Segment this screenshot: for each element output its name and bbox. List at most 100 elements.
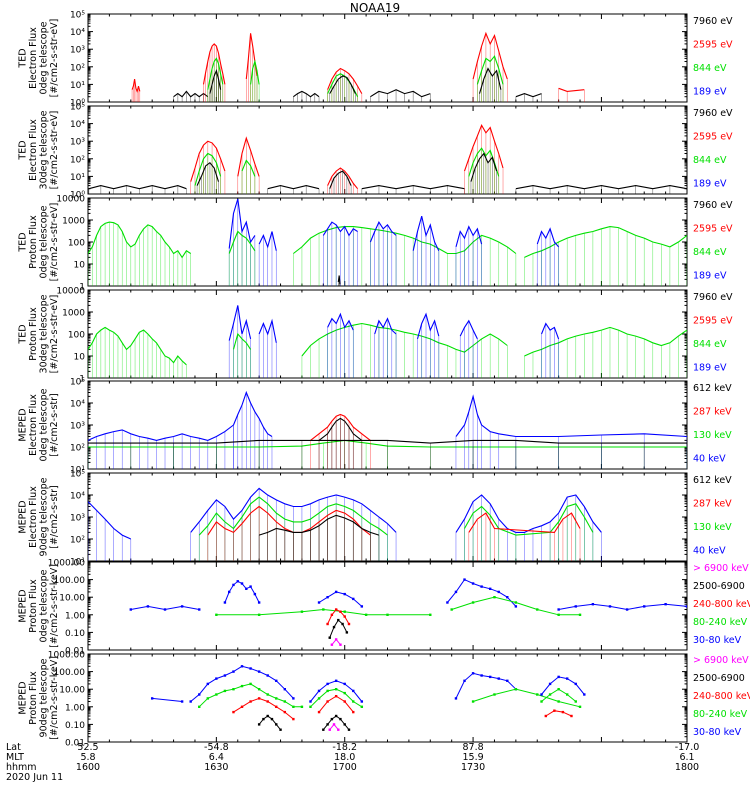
y-axis-label-line: Proton Flux xyxy=(28,671,39,725)
series-line xyxy=(464,503,594,536)
series-line xyxy=(322,221,358,237)
legend-entry: 844 eV xyxy=(693,339,727,350)
series-line xyxy=(131,79,141,94)
y-axis-label: TEDProton Flux0deg telescope[#/cm2-s-str… xyxy=(17,203,60,282)
series-line xyxy=(468,512,581,533)
series-line xyxy=(541,676,585,695)
data-point xyxy=(232,710,235,714)
legend-entry: 240-800 keV xyxy=(693,691,750,702)
panel-frame xyxy=(87,105,688,195)
x-row-label: hhmm xyxy=(6,762,37,773)
x-row-label: 2020 Jun 11 xyxy=(6,772,63,783)
data-point xyxy=(471,700,475,703)
series-line xyxy=(447,578,517,607)
x-row-label: Lat xyxy=(6,742,21,753)
legend-entry: 2595 eV xyxy=(693,224,733,235)
data-point xyxy=(330,643,334,646)
series-line xyxy=(463,124,504,172)
y-tick-label: 10² xyxy=(70,155,85,165)
y-axis-label: MEPEDProton Flux0deg telescope[#/cm2-s-s… xyxy=(17,564,60,648)
series-line xyxy=(250,59,260,85)
y-axis-label-line: Electron Flux xyxy=(28,486,39,548)
series-line xyxy=(209,68,222,94)
series-line xyxy=(88,439,687,444)
series-line xyxy=(233,697,294,720)
x-row-label: MLT xyxy=(6,752,24,763)
series-line xyxy=(478,67,502,94)
y-tick-label: 10² xyxy=(70,536,85,546)
y-tick-label: 10⁵ xyxy=(70,470,85,480)
legend-entry: 844 eV xyxy=(693,63,727,74)
data-point xyxy=(198,608,201,611)
series-line xyxy=(173,90,209,98)
legend-entry: 7960 eV xyxy=(693,292,733,303)
series-line xyxy=(524,226,687,258)
legend-entry: 2500-6900 xyxy=(693,581,745,592)
legend-entry: 2500-6900 xyxy=(693,673,745,684)
x-tick-label-lat: 52.5 xyxy=(77,742,98,753)
y-tick-label: 1.00 xyxy=(65,703,85,713)
panel-5: 10¹ 10² 10³ 10⁴ 10⁵ MEPEDElectron Flux0deg te… xyxy=(17,378,732,476)
legend-entry: 2595 eV xyxy=(693,316,733,327)
y-tick-label: 10³ xyxy=(70,422,85,432)
legend-entry: 844 eV xyxy=(693,155,727,166)
y-tick-label: 10² xyxy=(70,63,85,73)
y-axis-label-line: MEPED xyxy=(17,500,28,533)
series-line xyxy=(329,170,352,189)
series-line xyxy=(361,185,465,190)
y-tick-label: 0.01 xyxy=(65,647,85,657)
series-line xyxy=(515,93,542,98)
series-line xyxy=(310,413,371,441)
y-tick-label: 10000 xyxy=(56,287,85,297)
x-tick-label-mlt: 5.8 xyxy=(80,752,95,763)
panel-frame xyxy=(87,653,688,743)
x-tick-label-hhmm: 1730 xyxy=(461,762,485,773)
y-tick-label: 10¹ xyxy=(70,558,85,568)
series-line xyxy=(524,326,687,357)
x-tick-label-hhmm: 1700 xyxy=(333,762,357,773)
x-tick-label-mlt: 6.4 xyxy=(209,752,224,763)
y-axis-label-line: 0deg telescope xyxy=(38,388,49,461)
legend-entry: 612 keV xyxy=(693,383,732,394)
series-line xyxy=(370,89,431,98)
x-tick-label-lat: 87.8 xyxy=(462,742,483,753)
series-line xyxy=(329,619,348,638)
series-line xyxy=(327,608,350,625)
series-line xyxy=(224,580,260,603)
y-tick-label: 10.00 xyxy=(59,686,85,696)
y-tick-label: 100.00 xyxy=(54,576,86,586)
y-axis-label-line: Electron Flux xyxy=(28,27,39,89)
y-tick-label: 10⁵ xyxy=(70,11,85,21)
series-line xyxy=(310,688,363,708)
y-axis-label: MEPEDElectron Flux0deg telescope[#/cm2-s… xyxy=(17,388,60,461)
legend-entry: 80-240 keV xyxy=(693,617,748,628)
y-axis-label-line: 90deg telescope xyxy=(38,658,49,737)
data-point xyxy=(150,697,154,700)
series-line xyxy=(318,695,354,713)
legend-entry: 2595 eV xyxy=(693,132,733,143)
data-point xyxy=(450,608,453,611)
series-line xyxy=(88,185,187,190)
legend-entry: 40 keV xyxy=(693,454,726,465)
series-line xyxy=(88,326,187,366)
y-axis-label-line: [#/cm2-s-str] xyxy=(49,393,60,456)
series-line xyxy=(540,322,560,340)
y-tick-label: 10⁴ xyxy=(70,492,85,502)
data-point xyxy=(215,613,218,616)
y-tick-label: 10¹ xyxy=(70,466,85,476)
panel-frame xyxy=(87,13,688,103)
series-line xyxy=(152,697,183,702)
series-line xyxy=(472,31,508,80)
legend-entry: 189 eV xyxy=(693,271,727,282)
panel-8: 0.010.101.0010.00100.001000.00MEPEDProto… xyxy=(17,651,750,749)
y-axis-label-line: 0deg telescope xyxy=(38,205,49,278)
y-axis-label: TEDElectron Flux0deg telescope[#/cm2-s-s… xyxy=(17,19,60,98)
series-line xyxy=(194,152,222,186)
legend-entry: 80-240 keV xyxy=(693,709,748,720)
series-line xyxy=(207,57,224,90)
series-line xyxy=(232,390,273,437)
y-axis-label-line: MEPED xyxy=(17,589,28,622)
data-point xyxy=(583,693,586,696)
x-tick-label-mlt: 15.9 xyxy=(462,752,483,763)
series-line xyxy=(374,317,397,335)
